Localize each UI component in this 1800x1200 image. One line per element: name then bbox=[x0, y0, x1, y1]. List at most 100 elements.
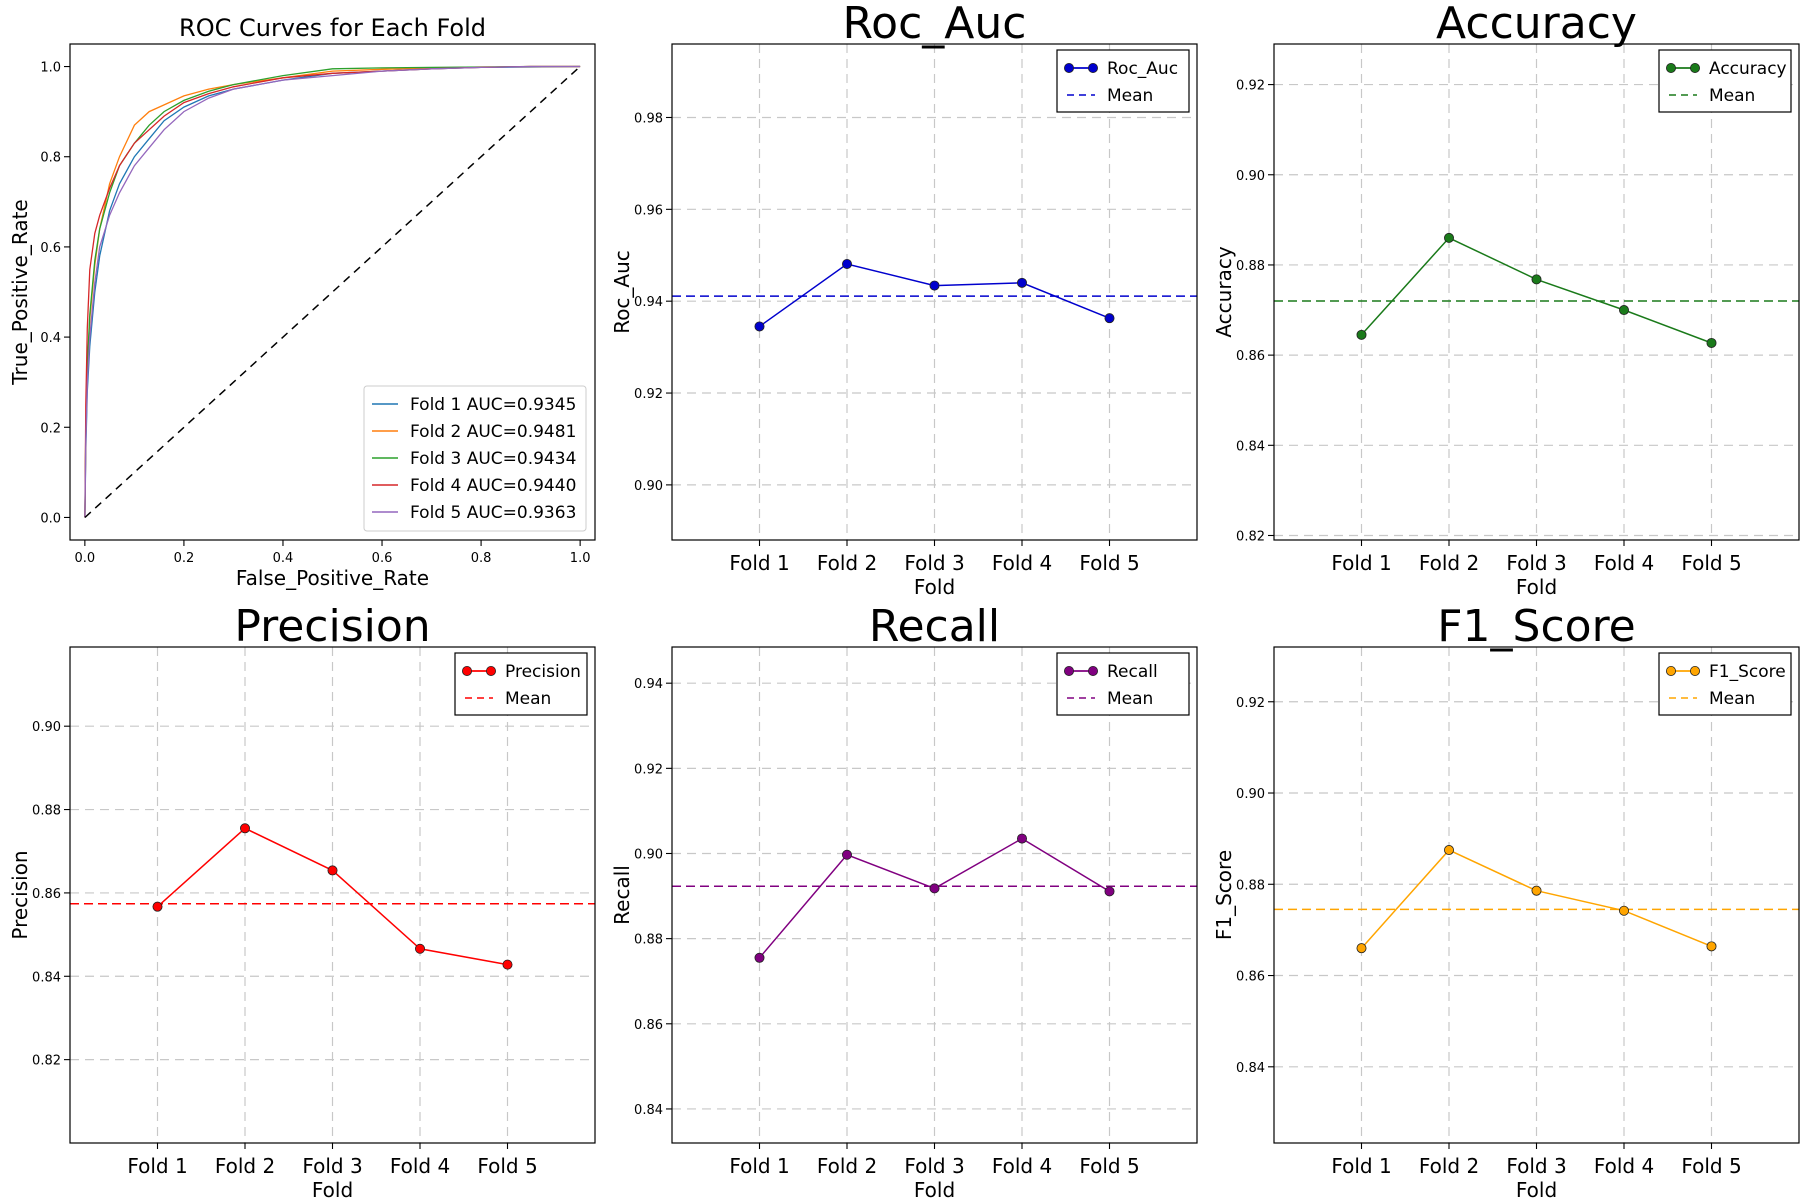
data-point-fold-5 bbox=[1104, 313, 1115, 324]
legend-entry-mean: Mean bbox=[1107, 86, 1153, 106]
legend-marker bbox=[1690, 666, 1701, 677]
chart-panel-roc: 0.0 0.2 0.4 0.6 0.8 1.0 0.0 0.2 0.4 0.6 0.8 1.0 ROC … bbox=[8, 14, 596, 590]
y-tick-label: 0.92 bbox=[634, 762, 663, 777]
legend: Precision Mean bbox=[454, 652, 588, 716]
plot-frame bbox=[671, 646, 1198, 1144]
y-tick-label: 0.88 bbox=[1236, 259, 1265, 274]
chart-title: Roc_Auc bbox=[843, 0, 1027, 49]
legend-entry-series: Precision bbox=[505, 662, 581, 682]
grid bbox=[672, 647, 1197, 1143]
y-tick-label: 0.86 bbox=[1236, 349, 1265, 364]
legend-entry-mean: Mean bbox=[1107, 689, 1153, 709]
legend-entry: Fold 5 AUC=0.9363 bbox=[410, 503, 576, 523]
x-tick-label-fold-4: Fold 4 bbox=[992, 1154, 1052, 1178]
x-tick-label: 0.4 bbox=[273, 551, 294, 566]
chart-panel-accuracy: 0.82 0.84 0.86 0.88 0.90 0.92 Fold 1 Fold 2 Fold… bbox=[1212, 0, 1800, 599]
y-tick-label: 0.92 bbox=[1236, 79, 1265, 94]
x-tick-label-fold-1: Fold 1 bbox=[729, 551, 789, 575]
legend-marker bbox=[485, 666, 496, 677]
y-tick-label: 0.88 bbox=[32, 804, 61, 819]
data-point-fold-2 bbox=[1444, 845, 1455, 856]
x-tick-label: 0.6 bbox=[372, 551, 393, 566]
legend-entry: Fold 1 AUC=0.9345 bbox=[410, 395, 576, 415]
x-tick-label-fold-4: Fold 4 bbox=[1594, 551, 1654, 575]
x-tick-label-fold-3: Fold 3 bbox=[302, 1154, 362, 1178]
legend-entry-series: F1_Score bbox=[1709, 662, 1786, 682]
data-point-fold-3 bbox=[929, 883, 940, 894]
y-tick-label: 0.6 bbox=[40, 241, 61, 256]
y-tick-label: 0.4 bbox=[40, 331, 61, 346]
plot-frame bbox=[69, 646, 596, 1144]
plot-frame bbox=[1273, 43, 1800, 541]
legend-box bbox=[363, 385, 587, 532]
data-point-fold-3 bbox=[1531, 274, 1542, 285]
y-axis-label: Recall bbox=[610, 865, 634, 925]
legend-box bbox=[1658, 49, 1792, 113]
y-axis-label: Roc_Auc bbox=[610, 250, 634, 334]
legend: Accuracy Mean bbox=[1658, 49, 1792, 113]
y-tick-label: 0.86 bbox=[1236, 970, 1265, 985]
x-tick-label: 1.0 bbox=[570, 551, 591, 566]
legend-entry-series: Recall bbox=[1107, 662, 1158, 682]
data-point-fold-1 bbox=[1356, 943, 1367, 954]
x-tick-label-fold-1: Fold 1 bbox=[127, 1154, 187, 1178]
legend-box bbox=[1658, 652, 1792, 716]
data-point-fold-2 bbox=[1444, 232, 1455, 243]
x-tick-label-fold-1: Fold 1 bbox=[1331, 1154, 1391, 1178]
y-axis-label: Accuracy bbox=[1212, 246, 1236, 337]
legend-marker bbox=[461, 666, 472, 677]
y-tick-label: 1.0 bbox=[40, 61, 61, 76]
x-axis-label: False_Positive_Rate bbox=[236, 566, 429, 590]
legend: Recall Mean bbox=[1056, 652, 1190, 716]
data-point-fold-1 bbox=[1356, 329, 1367, 340]
legend-marker bbox=[1088, 63, 1099, 74]
grid bbox=[672, 44, 1197, 540]
y-tick-label: 0.90 bbox=[634, 479, 663, 494]
y-tick-label: 0.86 bbox=[32, 887, 61, 902]
chart-title: Precision bbox=[234, 601, 430, 652]
legend-marker bbox=[1088, 666, 1099, 677]
data-point-fold-1 bbox=[754, 321, 765, 332]
data-point-fold-4 bbox=[414, 943, 425, 954]
plot-frame bbox=[1273, 646, 1800, 1144]
x-tick-label-fold-4: Fold 4 bbox=[992, 551, 1052, 575]
x-tick-label-fold-5: Fold 5 bbox=[1681, 1154, 1741, 1178]
data-point-fold-3 bbox=[1531, 885, 1542, 896]
plot-frame bbox=[671, 43, 1198, 541]
plot-frame bbox=[69, 43, 596, 541]
x-tick-label-fold-2: Fold 2 bbox=[817, 551, 877, 575]
data-point-fold-1 bbox=[152, 901, 163, 912]
x-tick-label: 0.0 bbox=[75, 551, 96, 566]
y-tick-label: 0.88 bbox=[1236, 878, 1265, 893]
y-tick-label: 0.88 bbox=[634, 933, 663, 948]
x-tick-label-fold-1: Fold 1 bbox=[729, 1154, 789, 1178]
grid bbox=[70, 647, 595, 1143]
data-point-fold-2 bbox=[239, 823, 250, 834]
x-tick-label-fold-3: Fold 3 bbox=[1506, 551, 1566, 575]
data-point-fold-5 bbox=[1706, 337, 1717, 348]
x-tick-label-fold-5: Fold 5 bbox=[1079, 551, 1139, 575]
legend-box bbox=[454, 652, 588, 716]
y-tick-label: 0.84 bbox=[634, 1103, 663, 1118]
legend-entry: Fold 3 AUC=0.9434 bbox=[410, 449, 576, 469]
x-axis-label: Fold bbox=[1516, 575, 1557, 599]
y-tick-label: 0.82 bbox=[1236, 529, 1265, 544]
x-tick-label: 0.8 bbox=[471, 551, 492, 566]
data-point-fold-4 bbox=[1017, 833, 1028, 844]
data-point-fold-4 bbox=[1619, 305, 1630, 316]
y-tick-label: 0.92 bbox=[1236, 696, 1265, 711]
y-tick-label: 0.98 bbox=[634, 111, 663, 126]
x-tick-label: 0.2 bbox=[174, 551, 195, 566]
data-point-fold-3 bbox=[929, 280, 940, 291]
y-tick-label: 0.0 bbox=[40, 511, 61, 526]
data-point-fold-4 bbox=[1017, 277, 1028, 288]
y-tick-label: 0.90 bbox=[1236, 169, 1265, 184]
chart-panel-recall: 0.84 0.86 0.88 0.90 0.92 0.94 Fold 1 Fold 2 Fold… bbox=[610, 601, 1198, 1200]
legend-marker bbox=[1666, 666, 1677, 677]
data-point-fold-5 bbox=[1706, 941, 1717, 952]
y-tick-label: 0.90 bbox=[32, 720, 61, 735]
x-tick-label-fold-2: Fold 2 bbox=[215, 1154, 275, 1178]
